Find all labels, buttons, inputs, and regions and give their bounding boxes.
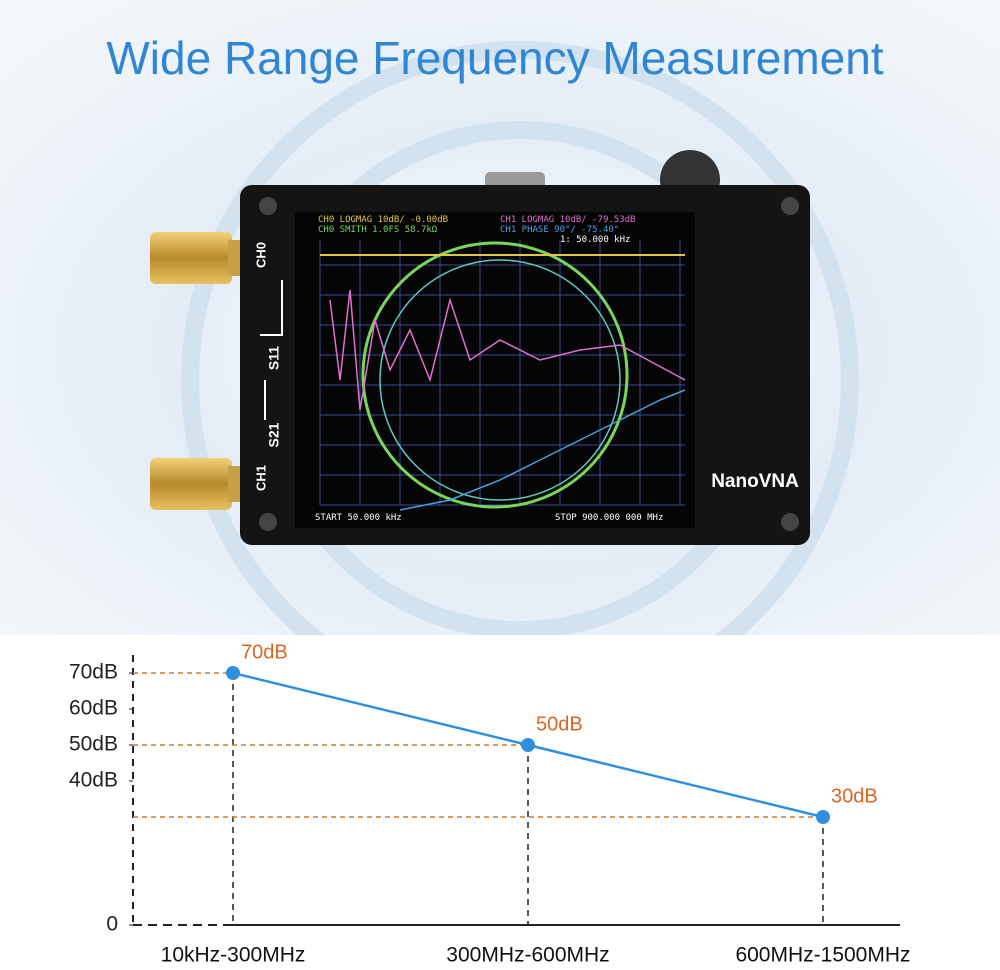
data-label: 50dB bbox=[536, 713, 583, 735]
device: NanoVNA CH0 CH1 S11 S21 CH0 LOGMAG 10dB/… bbox=[150, 150, 810, 545]
y-tick-label: 60dB bbox=[69, 697, 118, 720]
port-label: CH1 bbox=[253, 465, 268, 491]
x-tick-label: 600MHz-1500MHz bbox=[735, 944, 910, 967]
y-tick-label: 50dB bbox=[69, 733, 118, 756]
screen-text: CH1 LOGMAG 10dB/ -79.53dB bbox=[500, 215, 635, 225]
port-label: CH0 bbox=[253, 242, 268, 268]
data-point bbox=[226, 666, 240, 680]
data-point bbox=[521, 738, 535, 752]
x-tick-label: 10kHz-300MHz bbox=[161, 944, 306, 967]
screen-text: 1: 50.000 kHz bbox=[560, 235, 630, 245]
screen-text: START 50.000 kHz bbox=[315, 513, 402, 523]
data-label: 30dB bbox=[831, 785, 878, 807]
page-title: Wide Range Frequency Measurement bbox=[106, 32, 883, 84]
screen-text: CH1 PHASE 90°/ -75.40° bbox=[500, 225, 619, 235]
y-tick-label: 40dB bbox=[69, 769, 118, 792]
data-label: 70dB bbox=[241, 641, 288, 663]
y-tick-label: 0 bbox=[106, 913, 118, 936]
screen-text: STOP 900.000 000 MHz bbox=[555, 513, 663, 523]
y-tick-label: 70dB bbox=[69, 661, 118, 684]
path-label: S21 bbox=[266, 422, 282, 447]
x-tick-label: 300MHz-600MHz bbox=[446, 944, 609, 967]
path-label: S11 bbox=[266, 346, 282, 370]
device-name: NanoVNA bbox=[711, 471, 799, 492]
screen-text: CH0 LOGMAG 10dB/ -0.00dB bbox=[318, 215, 448, 225]
chart-background bbox=[0, 635, 1000, 970]
screen-text: CH0 SMITH 1.0FS 58.7kΩ bbox=[318, 225, 438, 235]
data-point bbox=[816, 810, 830, 824]
